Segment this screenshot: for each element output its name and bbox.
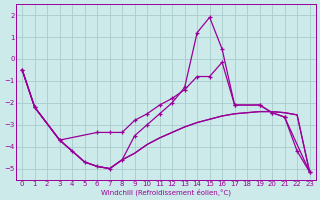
X-axis label: Windchill (Refroidissement éolien,°C): Windchill (Refroidissement éolien,°C) bbox=[101, 188, 231, 196]
